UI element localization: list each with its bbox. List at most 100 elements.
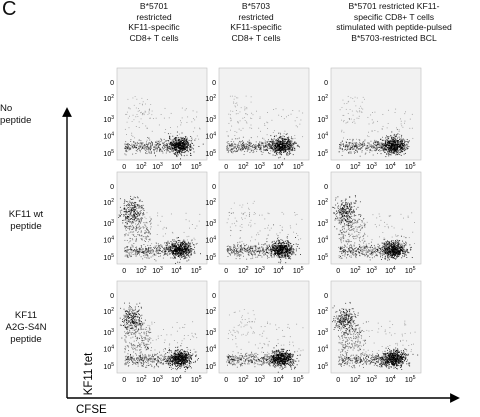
event-dot (163, 226, 165, 228)
event-dot (185, 253, 187, 255)
event-dot (194, 250, 196, 252)
event-dot (380, 146, 382, 148)
event-dot (154, 246, 156, 248)
x-tick-label: 104 (171, 266, 182, 275)
event-dot (178, 137, 180, 139)
event-dot (131, 215, 133, 217)
event-dot (135, 126, 137, 127)
event-dot (290, 142, 292, 144)
event-dot (137, 215, 139, 216)
event-dot (277, 139, 279, 141)
event-dot (290, 138, 292, 140)
event-dot (132, 246, 134, 248)
event-dot (185, 149, 187, 151)
event-dot (172, 135, 174, 137)
event-dot (354, 152, 355, 154)
event-dot (394, 150, 396, 152)
event-dot (353, 143, 355, 145)
event-dot (381, 143, 383, 145)
event-dot (184, 109, 186, 111)
event-dot (387, 143, 389, 145)
event-dot (275, 251, 277, 253)
event-dot (180, 138, 182, 140)
event-dot (130, 147, 132, 149)
event-dot (286, 240, 288, 242)
event-dot (189, 242, 191, 244)
event-dot (269, 148, 271, 149)
event-dot (158, 144, 160, 146)
event-dot (150, 247, 152, 249)
event-dot (267, 127, 269, 129)
event-dot (391, 149, 392, 151)
event-dot (143, 210, 145, 211)
event-dot (175, 246, 177, 247)
event-dot (173, 245, 175, 247)
event-dot (267, 255, 268, 257)
event-dot (241, 145, 243, 147)
event-dot (261, 142, 263, 144)
event-dot (130, 210, 132, 211)
event-dot (186, 147, 188, 149)
event-dot (127, 145, 129, 147)
event-dot (403, 145, 405, 146)
event-dot (128, 207, 129, 208)
event-dot (275, 146, 277, 147)
event-dot (190, 136, 192, 137)
event-dot (142, 236, 144, 238)
event-dot (387, 152, 389, 154)
event-dot (146, 252, 148, 254)
event-dot (142, 214, 144, 216)
event-dot (360, 105, 362, 107)
event-dot (144, 237, 146, 239)
event-dot (280, 143, 282, 145)
event-dot (231, 145, 233, 147)
event-dot (232, 144, 234, 146)
event-dot (287, 256, 289, 258)
event-dot (362, 108, 364, 110)
event-dot (137, 149, 138, 150)
event-dot (291, 136, 292, 138)
event-dot (176, 249, 177, 251)
event-dot (136, 147, 138, 148)
event-dot (348, 117, 350, 119)
event-dot (236, 151, 238, 152)
event-dot (264, 140, 266, 142)
event-dot (402, 144, 404, 146)
event-dot (173, 246, 175, 248)
event-dot (294, 141, 296, 143)
event-dot (346, 144, 348, 146)
event-dot (173, 141, 175, 143)
event-dot (293, 149, 295, 151)
event-dot (126, 201, 128, 202)
event-dot (388, 148, 390, 150)
event-dot (236, 102, 238, 104)
event-dot (263, 147, 265, 149)
event-dot (139, 150, 141, 152)
event-dot (162, 146, 163, 148)
event-dot (241, 142, 243, 144)
event-dot (369, 148, 371, 150)
event-dot (173, 243, 175, 244)
event-dot (129, 205, 131, 206)
event-dot (248, 147, 250, 149)
event-dot (136, 114, 138, 115)
event-dot (130, 248, 132, 250)
event-dot (295, 243, 297, 245)
event-dot (148, 249, 150, 251)
event-dot (166, 252, 168, 254)
event-dot (394, 146, 396, 148)
event-dot (179, 254, 181, 256)
event-dot (124, 201, 125, 203)
event-dot (252, 147, 254, 149)
event-dot (171, 244, 173, 246)
event-dot (401, 138, 403, 140)
event-dot (134, 254, 136, 256)
event-dot (190, 250, 192, 252)
event-dot (237, 121, 239, 123)
event-dot (145, 218, 147, 220)
event-dot (264, 149, 266, 151)
event-dot (138, 226, 140, 228)
event-dot (149, 117, 151, 119)
event-dot (135, 249, 137, 251)
